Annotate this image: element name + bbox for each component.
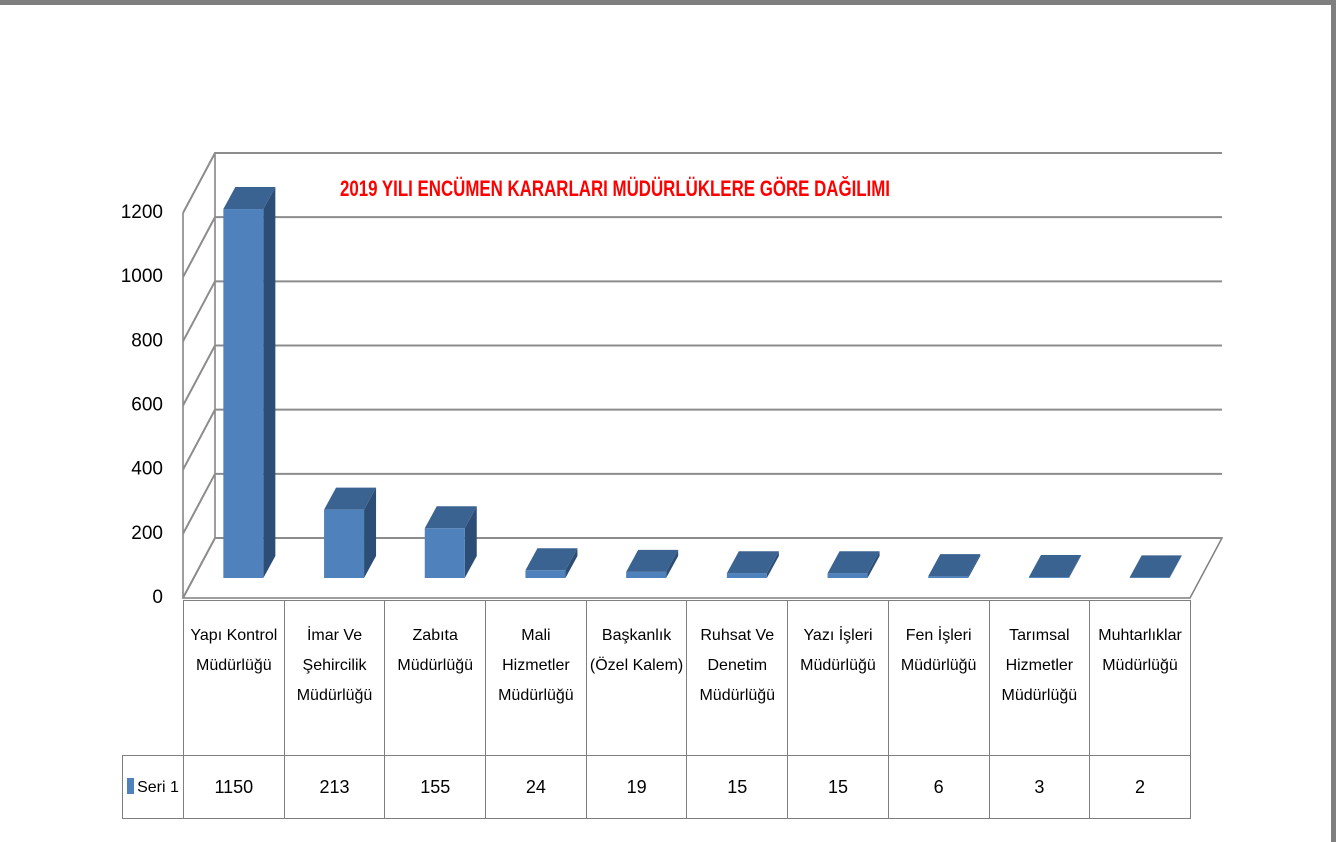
bar-side <box>968 554 981 578</box>
x-tick-label: Yapı Kontrol Müdürlüğü <box>183 600 285 756</box>
y-tick-label: 1000 <box>121 266 163 287</box>
data-label: 24 <box>485 755 587 819</box>
data-label: 155 <box>384 755 487 819</box>
y-tick-label: 600 <box>131 395 163 416</box>
bar-top <box>827 551 880 574</box>
bar-side <box>766 551 779 578</box>
data-label: 1150 <box>183 755 285 819</box>
legend-key <box>127 777 135 794</box>
data-label: 6 <box>887 755 990 819</box>
x-tick-label: Muhtarlıklar Müdürlüğü <box>1089 600 1191 756</box>
bar <box>1129 577 1170 578</box>
bar-top <box>424 506 477 529</box>
legend-cell: Seri 1 <box>122 755 184 819</box>
x-tick-label: Fen İşleri Müdürlüğü <box>887 600 990 756</box>
bar <box>1028 577 1069 578</box>
x-tick-label: Mali Hizmetler Müdürlüğü <box>485 600 587 756</box>
grid-line <box>182 472 1222 535</box>
bar <box>525 570 566 578</box>
bar-side <box>263 187 276 578</box>
bar <box>827 573 868 578</box>
y-tick-label: 0 <box>152 587 163 608</box>
bar-side <box>464 506 477 578</box>
blank-cell <box>122 600 184 756</box>
grid-line <box>182 280 1222 342</box>
x-tick-label: Yazı İşleri Müdürlüğü <box>787 600 889 756</box>
data-label: 15 <box>686 755 789 819</box>
bar-top <box>726 551 779 574</box>
legend-label: Seri 1 <box>137 778 179 796</box>
bar-top <box>626 549 679 572</box>
bar <box>324 509 365 578</box>
bar-side <box>666 549 679 578</box>
bar <box>726 573 767 578</box>
data-label: 15 <box>787 755 889 819</box>
y-tick-label: 200 <box>131 523 163 544</box>
bar-top <box>223 187 276 210</box>
bar <box>928 576 969 578</box>
bar-side <box>1169 555 1182 578</box>
bar <box>223 209 264 578</box>
grid-line <box>182 344 1222 406</box>
bar-side <box>867 551 880 578</box>
x-tick-label: Zabıta Müdürlüğü <box>384 600 487 756</box>
y-tick-label: 1200 <box>121 202 163 223</box>
data-label: 213 <box>283 755 386 819</box>
bar-side <box>1068 555 1081 578</box>
bar <box>424 528 465 578</box>
chart-title: 2019 YILI ENCÜMEN KARARLARI MÜDÜRLÜKLERE… <box>340 176 890 201</box>
data-table: Yapı Kontrol Müdürlüğü İmar Ve Şehircilik… <box>122 600 1191 819</box>
data-label: 2 <box>1089 755 1191 819</box>
bar-side <box>364 487 377 578</box>
grid-line <box>182 537 1222 599</box>
x-tick-label: Başkanlık (Özel Kalem) <box>585 600 688 756</box>
grid-line <box>182 408 1222 471</box>
bar-top <box>324 487 377 510</box>
x-tick-label: Ruhsat Ve Denetim Müdürlüğü <box>686 600 789 756</box>
x-tick-label: Tarımsal Hizmetler Müdürlüğü <box>988 600 1091 756</box>
y-tick-label: 800 <box>131 330 163 351</box>
value-row: Seri 1 1150 213 155 24 19 15 15 6 3 2 <box>122 755 1191 819</box>
bar-top <box>1028 555 1081 578</box>
y-tick-label: 400 <box>131 459 163 480</box>
grid-line <box>182 152 1222 214</box>
bar-top <box>1129 555 1182 578</box>
bar-side <box>565 548 578 578</box>
x-tick-label: İmar Ve Şehircilik Müdürlüğü <box>283 600 386 756</box>
data-label: 19 <box>585 755 688 819</box>
data-label: 3 <box>988 755 1091 819</box>
bar-top <box>928 554 981 577</box>
bar <box>626 571 667 578</box>
grid-line <box>182 216 1222 278</box>
category-row: Yapı Kontrol Müdürlüğü İmar Ve Şehircilik… <box>122 600 1191 756</box>
bar-top <box>525 548 578 571</box>
